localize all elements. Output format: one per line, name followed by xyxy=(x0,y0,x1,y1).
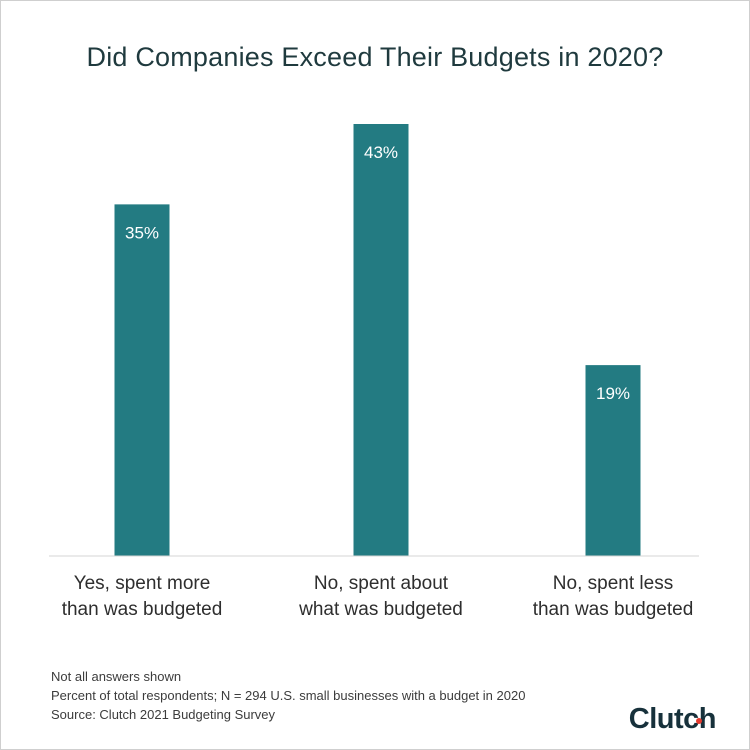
category-label-2-line-1: No, spent about xyxy=(314,573,449,594)
clutch-logo: Clutch xyxy=(628,703,717,736)
data-label-3: 19% xyxy=(596,384,630,403)
logo-dot-icon xyxy=(695,718,702,724)
bar-3 xyxy=(585,365,641,556)
data-label-1: 35% xyxy=(125,223,159,242)
note-not-all-answers: Not all answers shown xyxy=(51,669,182,684)
note-respondents: Percent of total respondents; N = 294 U.… xyxy=(51,688,526,703)
chart-notes: Not all answers shown Percent of total r… xyxy=(51,667,525,724)
logo-text: Clutch xyxy=(628,703,717,735)
bar-2 xyxy=(353,124,409,556)
data-label-2: 43% xyxy=(364,143,398,162)
note-source: Source: Clutch 2021 Budgeting Survey xyxy=(51,707,276,722)
category-label-3-line-2: than was budgeted xyxy=(533,599,694,620)
category-label-1-line-2: than was budgeted xyxy=(62,599,223,620)
category-label-3-line-1: No, spent less xyxy=(553,573,673,594)
bar-1 xyxy=(114,204,170,557)
category-label-2-line-2: what was budgeted xyxy=(298,599,463,620)
chart-title: Did Companies Exceed Their Budgets in 20… xyxy=(86,42,664,72)
category-label-1-line-1: Yes, spent more xyxy=(74,573,211,594)
